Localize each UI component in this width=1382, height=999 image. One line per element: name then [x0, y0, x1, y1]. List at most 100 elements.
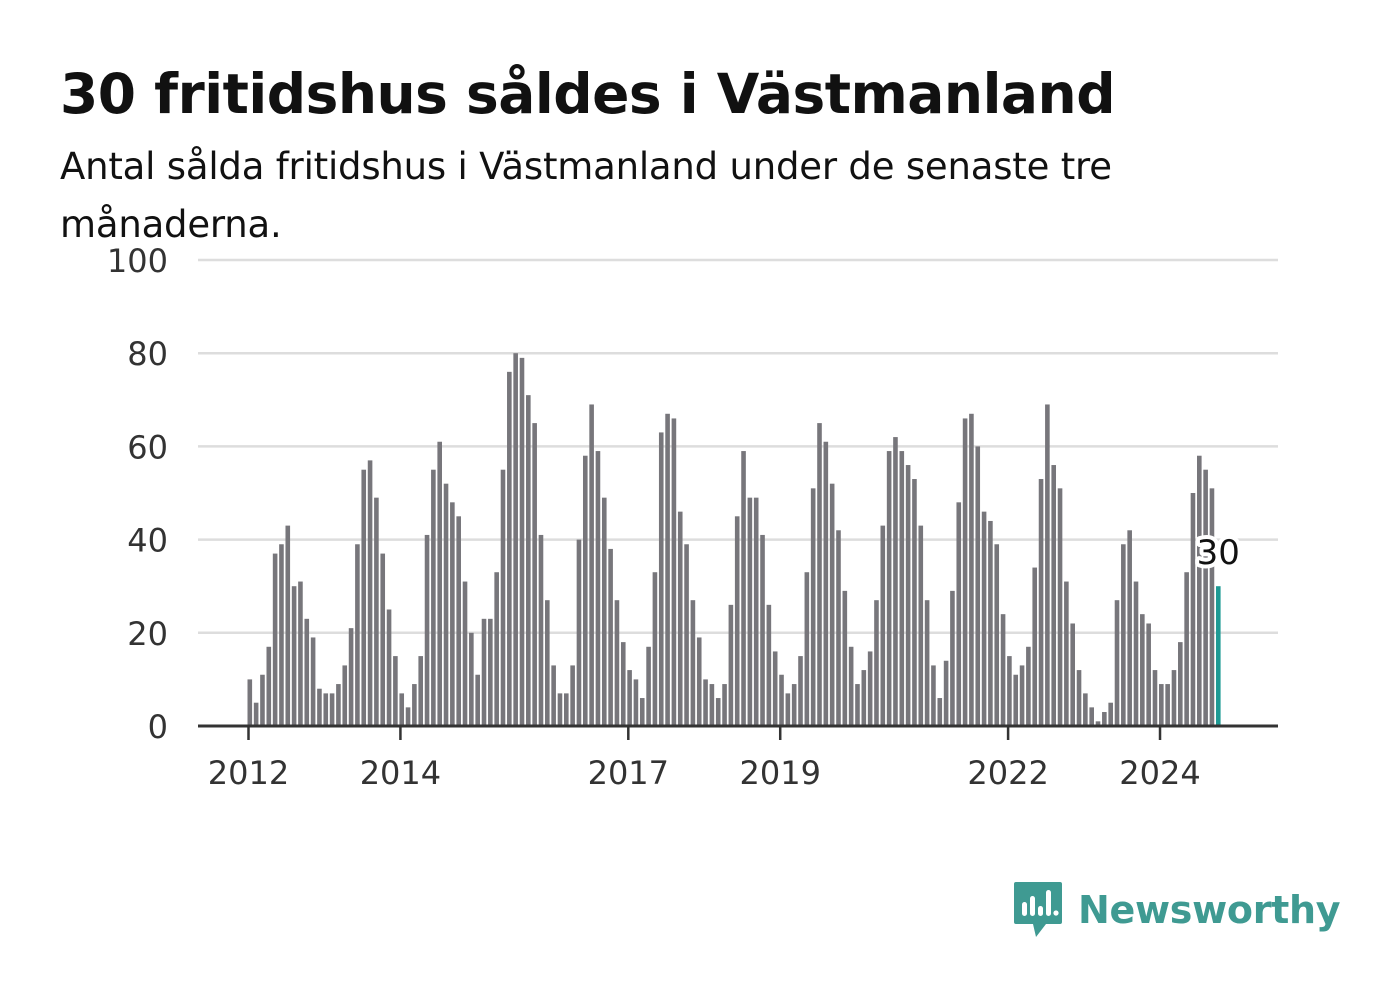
bar	[336, 684, 341, 726]
bar	[975, 446, 981, 726]
bar	[880, 525, 886, 726]
bar	[260, 674, 265, 726]
bar	[1019, 665, 1025, 726]
bar	[608, 548, 613, 726]
bar	[1178, 642, 1183, 726]
bar	[766, 604, 772, 726]
bar	[1089, 707, 1094, 726]
bar	[937, 698, 943, 726]
bar	[1165, 684, 1170, 726]
bar	[715, 698, 721, 726]
bar	[614, 600, 620, 726]
bar	[507, 371, 512, 726]
bar	[918, 525, 924, 726]
bar	[545, 600, 550, 726]
bar	[564, 693, 569, 726]
bar	[988, 520, 993, 726]
bar	[513, 353, 518, 726]
bar	[842, 590, 848, 726]
bar	[481, 618, 487, 726]
bar	[443, 483, 449, 726]
bar	[1070, 623, 1075, 726]
newsworthy-logo: Newsworthy	[1012, 880, 1341, 940]
y-tick-label: 20	[127, 615, 168, 653]
y-tick-label: 60	[127, 428, 168, 466]
newsworthy-brand-name: Newsworthy	[1078, 888, 1341, 932]
bar	[943, 660, 949, 726]
bar	[361, 469, 367, 726]
bar	[412, 684, 417, 726]
bar	[380, 553, 386, 726]
bar	[962, 418, 968, 726]
bar	[785, 693, 791, 726]
bar	[677, 511, 683, 726]
bar	[1203, 469, 1208, 726]
x-tick-label: 2019	[740, 754, 821, 792]
bar	[912, 479, 917, 726]
bar	[956, 502, 962, 726]
bar	[437, 441, 442, 726]
bar	[532, 423, 537, 726]
bar	[779, 674, 784, 726]
bar	[747, 497, 753, 726]
bar	[855, 684, 860, 726]
chart-subtitle: Antal sålda fritidshus i Västmanland und…	[60, 145, 1112, 246]
bar	[905, 465, 911, 726]
bar	[1032, 567, 1038, 726]
bar	[1051, 465, 1057, 726]
bar	[829, 483, 835, 726]
bar	[646, 646, 651, 726]
bar	[950, 590, 955, 726]
bar	[291, 586, 297, 726]
bars	[247, 353, 1221, 726]
x-tick-label: 2022	[967, 754, 1048, 792]
bar	[760, 534, 765, 726]
x-tick-label: 2017	[588, 754, 669, 792]
bar	[690, 600, 696, 726]
bar	[1140, 614, 1145, 726]
bar	[310, 637, 316, 726]
bar	[285, 525, 291, 726]
bar	[355, 544, 360, 726]
bar	[791, 684, 797, 726]
bar	[519, 357, 525, 726]
bar	[475, 674, 480, 726]
bar	[1152, 670, 1158, 726]
bar	[874, 600, 879, 726]
bar-highlight	[1215, 586, 1221, 726]
bar	[1197, 455, 1202, 726]
bar	[1083, 693, 1088, 726]
bar	[589, 404, 594, 726]
y-tick-label: 40	[127, 522, 168, 560]
bar	[684, 544, 689, 726]
bar	[1007, 656, 1012, 726]
bar	[969, 413, 974, 726]
bar	[386, 609, 392, 726]
bar	[323, 693, 329, 726]
bar	[399, 693, 405, 726]
bar	[450, 502, 455, 726]
bar	[924, 600, 930, 726]
last-value-label: 30	[1197, 533, 1240, 573]
bar	[1171, 670, 1177, 726]
bar	[1076, 670, 1082, 726]
bar	[665, 413, 670, 726]
bar	[494, 572, 499, 726]
bar	[994, 544, 1000, 726]
bar	[1064, 581, 1069, 726]
y-tick-label: 80	[127, 335, 168, 373]
bar	[1000, 614, 1006, 726]
bar	[848, 646, 854, 726]
bar	[1045, 404, 1050, 726]
bar	[1095, 721, 1101, 726]
bar	[836, 530, 841, 726]
bar	[418, 656, 424, 726]
bar	[1121, 544, 1126, 726]
bar	[551, 665, 556, 726]
x-axis	[198, 724, 1278, 740]
bar	[639, 698, 645, 726]
bar	[753, 497, 759, 726]
bar	[1108, 702, 1113, 726]
bar	[893, 437, 898, 726]
bar	[728, 604, 734, 726]
